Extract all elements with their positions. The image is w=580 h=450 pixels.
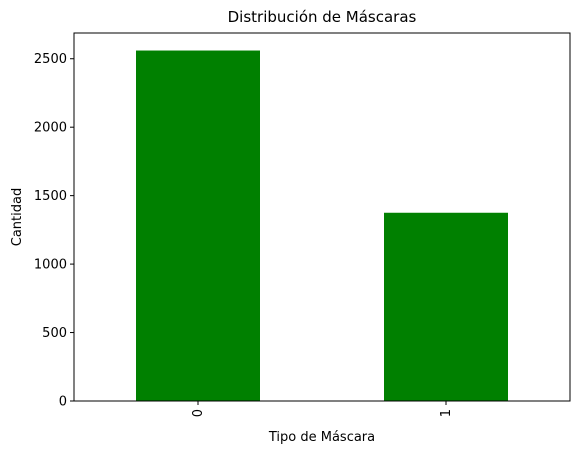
plot-frame bbox=[73, 32, 571, 402]
y-tick-label-2500: 2500 bbox=[34, 52, 67, 67]
y-tick-label-1500: 1500 bbox=[34, 189, 67, 204]
y-tick-label-500: 500 bbox=[42, 326, 67, 341]
bars-group bbox=[136, 50, 508, 402]
chart-title: Distribución de Máscaras bbox=[228, 8, 417, 26]
y-axis: 0 500 1000 1500 2000 2500 bbox=[34, 52, 74, 410]
x-tick-label-0: 0 bbox=[191, 409, 206, 417]
y-tick-label-1000: 1000 bbox=[34, 258, 67, 273]
bar-1 bbox=[384, 212, 508, 401]
y-tick-label-0: 0 bbox=[59, 395, 67, 410]
bar-0 bbox=[136, 50, 260, 402]
x-tick-label-1: 1 bbox=[439, 409, 454, 417]
y-tick-label-2000: 2000 bbox=[34, 121, 67, 136]
x-axis-label: Tipo de Máscara bbox=[268, 430, 375, 445]
y-axis-label: Cantidad bbox=[10, 188, 25, 246]
